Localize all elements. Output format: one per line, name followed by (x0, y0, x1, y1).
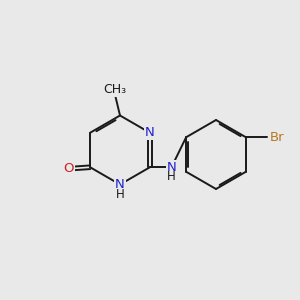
Text: N: N (167, 161, 176, 174)
Text: N: N (115, 178, 125, 191)
Text: N: N (145, 126, 155, 139)
Text: O: O (63, 162, 74, 175)
Text: Br: Br (270, 131, 284, 144)
Text: CH₃: CH₃ (103, 83, 126, 96)
Text: H: H (167, 170, 176, 183)
Text: H: H (116, 188, 124, 201)
